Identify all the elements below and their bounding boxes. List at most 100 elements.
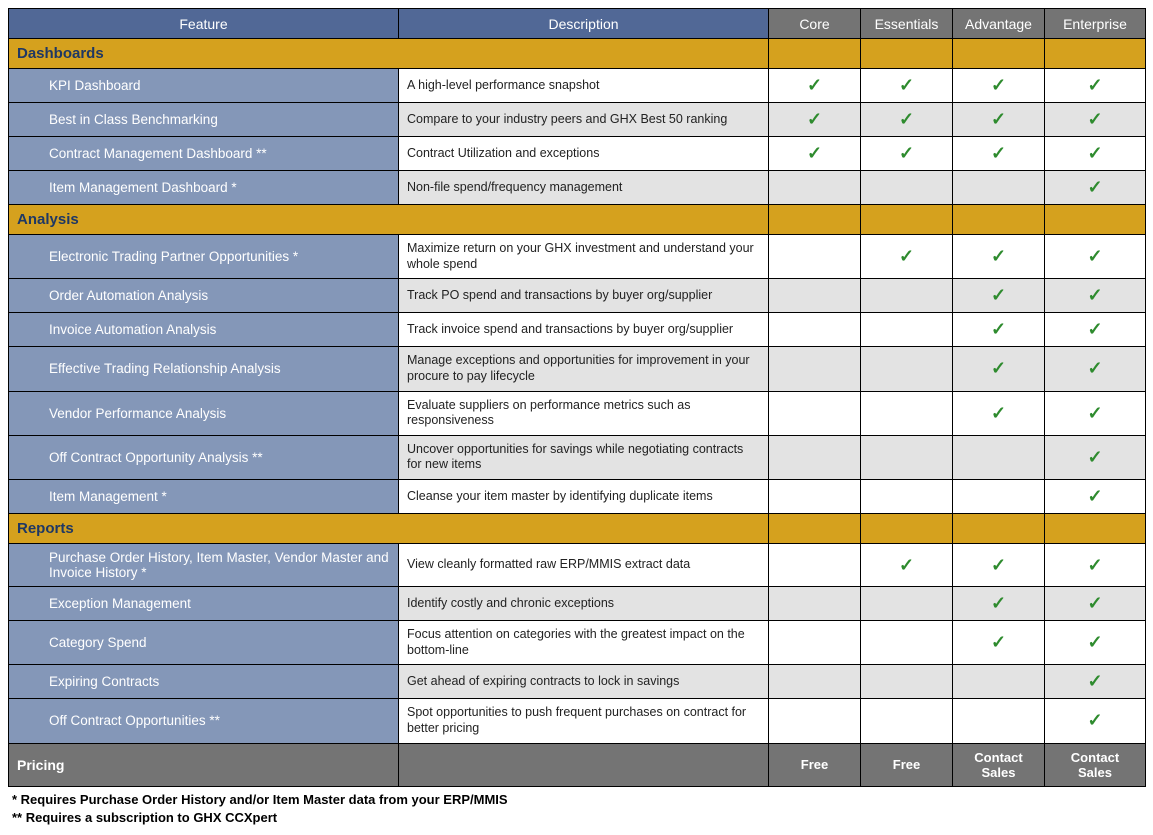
check-icon: ✓ <box>1087 671 1102 691</box>
tier-cell-essentials <box>861 665 953 699</box>
check-icon: ✓ <box>1087 319 1102 339</box>
tier-cell-advantage <box>953 171 1045 205</box>
tier-cell-advantage: ✓ <box>953 621 1045 665</box>
feature-name: Off Contract Opportunity Analysis ** <box>9 435 399 479</box>
tier-cell-core <box>769 235 861 279</box>
tier-cell-enterprise: ✓ <box>1045 347 1146 391</box>
feature-name: Order Automation Analysis <box>9 279 399 313</box>
tier-cell-essentials <box>861 480 953 514</box>
feature-name: Electronic Trading Partner Opportunities… <box>9 235 399 279</box>
check-icon: ✓ <box>991 403 1006 423</box>
section-spacer <box>953 39 1045 69</box>
pricing-core: Free <box>769 743 861 786</box>
table-row: KPI DashboardA high-level performance sn… <box>9 69 1146 103</box>
check-icon: ✓ <box>899 246 914 266</box>
feature-description: Manage exceptions and opportunities for … <box>399 347 769 391</box>
check-icon: ✓ <box>991 75 1006 95</box>
tier-cell-core <box>769 435 861 479</box>
table-row: Best in Class BenchmarkingCompare to you… <box>9 103 1146 137</box>
check-icon: ✓ <box>1087 593 1102 613</box>
table-row: Item Management Dashboard *Non-file spen… <box>9 171 1146 205</box>
tier-cell-enterprise: ✓ <box>1045 391 1146 435</box>
feature-name: Item Management * <box>9 480 399 514</box>
pricing-essentials: Free <box>861 743 953 786</box>
feature-name: Effective Trading Relationship Analysis <box>9 347 399 391</box>
feature-description: Get ahead of expiring contracts to lock … <box>399 665 769 699</box>
feature-name: Purchase Order History, Item Master, Ven… <box>9 544 399 587</box>
feature-description: Cleanse your item master by identifying … <box>399 480 769 514</box>
header-feature: Feature <box>9 9 399 39</box>
check-icon: ✓ <box>991 358 1006 378</box>
section-title: Reports <box>9 514 769 544</box>
table-row: Effective Trading Relationship AnalysisM… <box>9 347 1146 391</box>
tier-cell-core <box>769 587 861 621</box>
tier-cell-core <box>769 347 861 391</box>
tier-cell-essentials <box>861 435 953 479</box>
tier-cell-advantage <box>953 480 1045 514</box>
tier-cell-advantage: ✓ <box>953 347 1045 391</box>
pricing-enterprise: Contact Sales <box>1045 743 1146 786</box>
table-row: Off Contract Opportunity Analysis **Unco… <box>9 435 1146 479</box>
feature-name: Expiring Contracts <box>9 665 399 699</box>
tier-cell-enterprise: ✓ <box>1045 313 1146 347</box>
feature-name: KPI Dashboard <box>9 69 399 103</box>
footnote-line: * Requires Purchase Order History and/or… <box>12 791 1145 809</box>
check-icon: ✓ <box>807 143 822 163</box>
tier-cell-enterprise: ✓ <box>1045 544 1146 587</box>
tier-cell-core <box>769 391 861 435</box>
table-row: Item Management *Cleanse your item maste… <box>9 480 1146 514</box>
feature-description: Contract Utilization and exceptions <box>399 137 769 171</box>
feature-description: Focus attention on categories with the g… <box>399 621 769 665</box>
feature-description: Spot opportunities to push frequent purc… <box>399 699 769 743</box>
table-row: Contract Management Dashboard **Contract… <box>9 137 1146 171</box>
feature-description: Track PO spend and transactions by buyer… <box>399 279 769 313</box>
tier-cell-core <box>769 480 861 514</box>
check-icon: ✓ <box>1087 447 1102 467</box>
tier-cell-essentials: ✓ <box>861 137 953 171</box>
header-description: Description <box>399 9 769 39</box>
tier-cell-enterprise: ✓ <box>1045 103 1146 137</box>
tier-cell-core <box>769 171 861 205</box>
section-spacer <box>769 205 861 235</box>
feature-name: Contract Management Dashboard ** <box>9 137 399 171</box>
check-icon: ✓ <box>991 109 1006 129</box>
tier-cell-essentials: ✓ <box>861 69 953 103</box>
tier-cell-core <box>769 665 861 699</box>
check-icon: ✓ <box>807 109 822 129</box>
check-icon: ✓ <box>1087 285 1102 305</box>
tier-cell-essentials <box>861 391 953 435</box>
tier-cell-enterprise: ✓ <box>1045 699 1146 743</box>
table-row: Invoice Automation AnalysisTrack invoice… <box>9 313 1146 347</box>
check-icon: ✓ <box>1087 555 1102 575</box>
section-title: Analysis <box>9 205 769 235</box>
feature-description: Non-file spend/frequency management <box>399 171 769 205</box>
pricing-row: PricingFreeFreeContact SalesContact Sale… <box>9 743 1146 786</box>
section-row: Analysis <box>9 205 1146 235</box>
tier-cell-core: ✓ <box>769 103 861 137</box>
check-icon: ✓ <box>1087 109 1102 129</box>
check-icon: ✓ <box>1087 246 1102 266</box>
check-icon: ✓ <box>1087 143 1102 163</box>
header-row: Feature Description Core Essentials Adva… <box>9 9 1146 39</box>
tier-cell-advantage: ✓ <box>953 587 1045 621</box>
table-row: Electronic Trading Partner Opportunities… <box>9 235 1146 279</box>
section-spacer <box>1045 205 1146 235</box>
table-row: Vendor Performance AnalysisEvaluate supp… <box>9 391 1146 435</box>
header-advantage: Advantage <box>953 9 1045 39</box>
check-icon: ✓ <box>991 246 1006 266</box>
check-icon: ✓ <box>991 319 1006 339</box>
tier-cell-advantage <box>953 665 1045 699</box>
tier-cell-essentials <box>861 171 953 205</box>
check-icon: ✓ <box>807 75 822 95</box>
feature-name: Best in Class Benchmarking <box>9 103 399 137</box>
table-row: Expiring ContractsGet ahead of expiring … <box>9 665 1146 699</box>
feature-description: Compare to your industry peers and GHX B… <box>399 103 769 137</box>
section-spacer <box>861 205 953 235</box>
tier-cell-advantage <box>953 435 1045 479</box>
tier-cell-advantage: ✓ <box>953 544 1045 587</box>
tier-cell-advantage: ✓ <box>953 313 1045 347</box>
feature-name: Off Contract Opportunities ** <box>9 699 399 743</box>
check-icon: ✓ <box>1087 486 1102 506</box>
tier-cell-essentials: ✓ <box>861 235 953 279</box>
tier-cell-core <box>769 279 861 313</box>
